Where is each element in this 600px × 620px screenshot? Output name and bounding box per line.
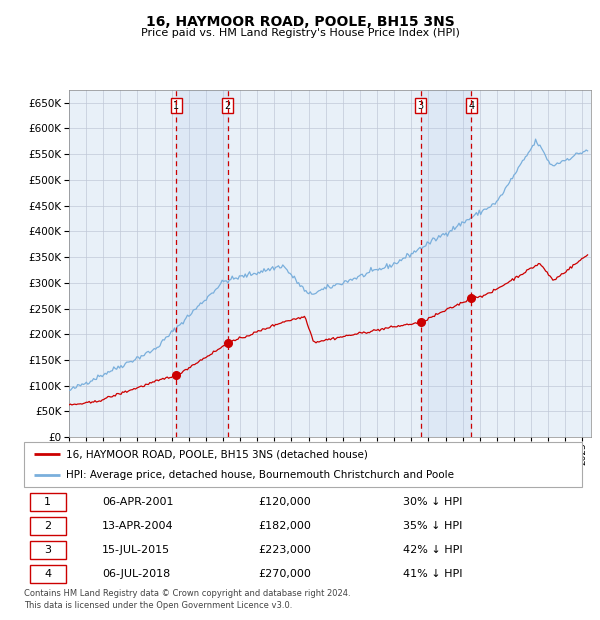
Text: £120,000: £120,000 (259, 497, 311, 507)
Text: £223,000: £223,000 (259, 545, 311, 555)
Text: 13-APR-2004: 13-APR-2004 (102, 521, 174, 531)
Text: HPI: Average price, detached house, Bournemouth Christchurch and Poole: HPI: Average price, detached house, Bour… (66, 469, 454, 480)
Text: 16, HAYMOOR ROAD, POOLE, BH15 3NS: 16, HAYMOOR ROAD, POOLE, BH15 3NS (146, 16, 454, 30)
Text: Contains HM Land Registry data © Crown copyright and database right 2024.
This d: Contains HM Land Registry data © Crown c… (24, 589, 350, 610)
Text: 2: 2 (44, 521, 51, 531)
Bar (176, 90, 228, 437)
Text: Price paid vs. HM Land Registry's House Price Index (HPI): Price paid vs. HM Land Registry's House … (140, 28, 460, 38)
Text: 42% ↓ HPI: 42% ↓ HPI (403, 545, 463, 555)
Text: 3: 3 (44, 545, 51, 555)
Text: 2: 2 (224, 100, 231, 110)
Text: 41% ↓ HPI: 41% ↓ HPI (403, 569, 463, 579)
Text: 4: 4 (469, 100, 475, 110)
Text: £182,000: £182,000 (259, 521, 311, 531)
Text: £270,000: £270,000 (259, 569, 311, 579)
Text: 4: 4 (44, 569, 51, 579)
FancyBboxPatch shape (29, 565, 66, 583)
Text: 3: 3 (418, 100, 424, 110)
Text: 1: 1 (173, 100, 179, 110)
Text: 30% ↓ HPI: 30% ↓ HPI (403, 497, 463, 507)
Text: 06-APR-2001: 06-APR-2001 (102, 497, 173, 507)
FancyBboxPatch shape (29, 516, 66, 535)
Text: 16, HAYMOOR ROAD, POOLE, BH15 3NS (detached house): 16, HAYMOOR ROAD, POOLE, BH15 3NS (detac… (66, 449, 368, 459)
Bar (421, 90, 472, 437)
FancyBboxPatch shape (29, 493, 66, 511)
Text: 15-JUL-2015: 15-JUL-2015 (102, 545, 170, 555)
Text: 06-JUL-2018: 06-JUL-2018 (102, 569, 170, 579)
FancyBboxPatch shape (29, 541, 66, 559)
Text: 1: 1 (44, 497, 51, 507)
Text: 35% ↓ HPI: 35% ↓ HPI (403, 521, 463, 531)
